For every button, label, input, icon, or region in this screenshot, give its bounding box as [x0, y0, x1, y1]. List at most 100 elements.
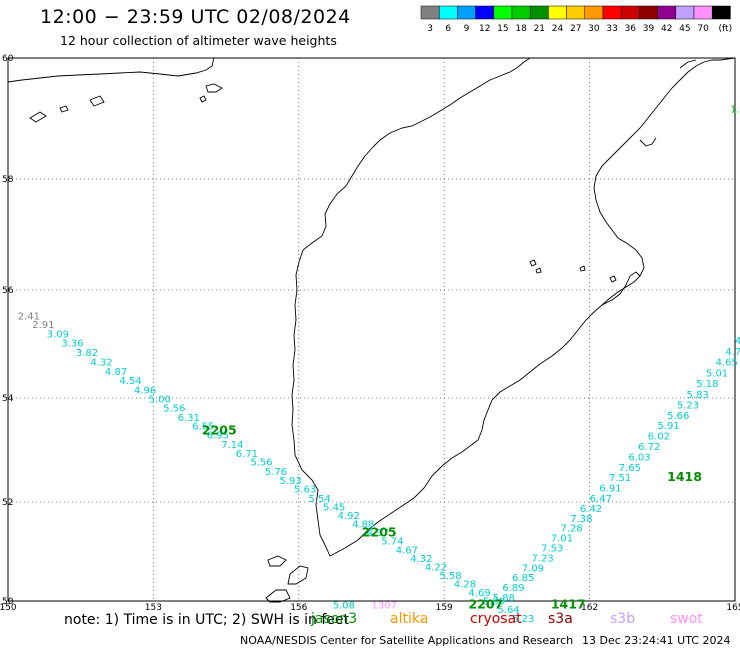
- colorbar-label: 39: [643, 24, 655, 34]
- swh-value-label: 7.14: [221, 440, 243, 451]
- swh-value-label: 5.23: [512, 614, 534, 625]
- satellite-legend: jason3 altika cryosat s3a s3b swot: [0, 611, 740, 631]
- swh-value-label: 7.09: [522, 563, 544, 574]
- colorbar-label: 21: [534, 24, 545, 34]
- swh-value-label: 6.89: [502, 583, 524, 594]
- pass-time-label: 2207: [468, 596, 503, 611]
- wave-height-colorbar: 3 6 9 12 15 18 21 24 27 30 33 36 39 42 45 70 (ft): [420, 5, 733, 34]
- kamchatka-coast: [291, 57, 531, 557]
- okhotsk-islands: [29, 83, 223, 123]
- swh-value-label: 6.91: [599, 484, 621, 495]
- swh-value-label: 7.65: [619, 463, 641, 474]
- swh-value-label: 4.88: [352, 520, 374, 531]
- swh-value-label: 7.28: [561, 524, 583, 535]
- colorbar-label: (ft): [719, 24, 733, 34]
- coastline: [7, 57, 736, 603]
- credit-timestamp: 13 Dec 23:24:41 UTC 2024: [582, 634, 731, 647]
- kuril-islands: [265, 555, 309, 603]
- pass-time-label: 1418: [667, 469, 702, 484]
- swh-value-label: 4.83: [735, 336, 740, 347]
- swh-value-label: 7.53: [541, 544, 563, 555]
- swh-value-label: 5.76: [265, 467, 287, 478]
- swh-value-label: 7.01: [551, 534, 573, 545]
- swh-value-label: 4.32: [90, 358, 112, 369]
- swh-value-label: 5.08: [333, 600, 355, 611]
- map-grid: [8, 58, 735, 601]
- swh-value-label: 5.83: [687, 390, 709, 401]
- lon-tick-label: 159: [436, 603, 453, 613]
- colorbar-swatch: [711, 5, 731, 20]
- map-title: 12:00 − 23:59 UTC 02/08/2024: [40, 6, 351, 28]
- swh-value-label: 5.23: [677, 400, 699, 411]
- pass-time-label: 1417: [551, 596, 586, 611]
- colorbar-label: 15: [497, 24, 508, 34]
- swh-value-label: 5.93: [279, 476, 301, 487]
- satellite-tracks: 2.412.913.093.363.824.324.874.544.965.00…: [18, 104, 740, 624]
- map-axes: 150 153 156 159 162 165 60 58 56 54 52 50: [0, 54, 740, 613]
- swh-value-label: 3.36: [61, 339, 83, 350]
- swh-value-label: 4.67: [396, 545, 418, 556]
- swh-value-label: 4.87: [105, 367, 127, 378]
- colorbar-label: 24: [552, 24, 564, 34]
- swh-value-label: 6.55: [192, 422, 214, 433]
- lat-tick-label: 54: [2, 394, 14, 404]
- lat-tick-label: 50: [2, 597, 14, 607]
- swh-value-label: 3.09: [47, 330, 69, 341]
- swh-value-label: 2.41: [18, 312, 40, 323]
- colorbar-label: 18: [515, 24, 527, 34]
- okhotsk-north-coast: [7, 57, 215, 83]
- map-subtitle: 12 hour collection of altimeter wave hei…: [60, 33, 337, 48]
- kronotsky-peninsula: [601, 271, 641, 306]
- swh-value-label: 5.54: [308, 494, 330, 505]
- swh-value-label: 6.42: [580, 504, 602, 515]
- lat-tick-label: 52: [2, 498, 13, 508]
- colorbar-label: 33: [606, 24, 617, 34]
- swh-value-label: 4.69: [468, 588, 490, 599]
- pass-time-label: 2205: [362, 525, 397, 540]
- colorbar-label: 3: [427, 24, 433, 34]
- swh-value-label: 7.23: [531, 553, 553, 564]
- colorbar-label: 12: [479, 24, 490, 34]
- legend-altika: altika: [390, 611, 429, 627]
- shelikhov-islands: [529, 259, 617, 283]
- kamchatka-east-coast: [329, 57, 736, 557]
- swh-value-label: 2.91: [32, 320, 54, 331]
- track-east: 5.886.896.857.097.237.537.017.287.386.42…: [468, 336, 740, 611]
- swh-value-label: 5.63: [294, 485, 316, 496]
- colorbar-label: 27: [570, 24, 581, 34]
- legend-s3b: s3b: [610, 611, 636, 627]
- swh-value-label: 1307: [372, 600, 397, 611]
- legend-s3a: s3a: [548, 611, 573, 627]
- swh-value-label: 3.82: [76, 348, 98, 359]
- swh-value-label: 5.56: [250, 458, 272, 469]
- swh-value-label: 5.01: [706, 368, 728, 379]
- swh-value-label: 5.91: [657, 421, 679, 432]
- colorbar-label: 70: [697, 24, 709, 34]
- swh-value-label: 5.58: [439, 571, 461, 582]
- swh-value-label: 6.31: [178, 413, 200, 424]
- track-west: 2.412.913.093.363.824.324.874.544.965.00…: [18, 312, 535, 625]
- swh-value-label: 5.09: [483, 596, 505, 607]
- swh-value-label: 6.85: [512, 573, 534, 584]
- swh-value-label: 4.32: [410, 554, 432, 565]
- swh-value-label: 4.96: [134, 386, 156, 397]
- colorbar-label: 9: [464, 24, 470, 34]
- swh-value-label: 4.22: [425, 562, 447, 573]
- swh-value-label: 4.37: [367, 528, 389, 539]
- swh-value-label: 5.88: [493, 593, 515, 604]
- swh-value-label: 6.03: [628, 452, 650, 463]
- lon-tick-label: 153: [145, 603, 162, 613]
- swh-value-label: 6.72: [638, 442, 660, 453]
- swh-value-label: 6.47: [590, 494, 612, 505]
- swh-value-label: 6.71: [236, 449, 258, 460]
- swh-value-label: 5.56: [163, 404, 185, 415]
- swh-value-label: 5.74: [381, 537, 403, 548]
- swh-value-label: 6.95: [207, 431, 229, 442]
- swh-value-label: 4.54: [119, 376, 141, 387]
- swh-value-label: 5.64: [498, 605, 520, 616]
- swh-value-label: 1.: [730, 104, 740, 115]
- swh-value-label: 6.02: [648, 432, 670, 443]
- swh-value-label: 5.45: [323, 502, 345, 513]
- lat-tick-label: 60: [2, 54, 14, 64]
- swh-value-label: 4.28: [454, 580, 476, 591]
